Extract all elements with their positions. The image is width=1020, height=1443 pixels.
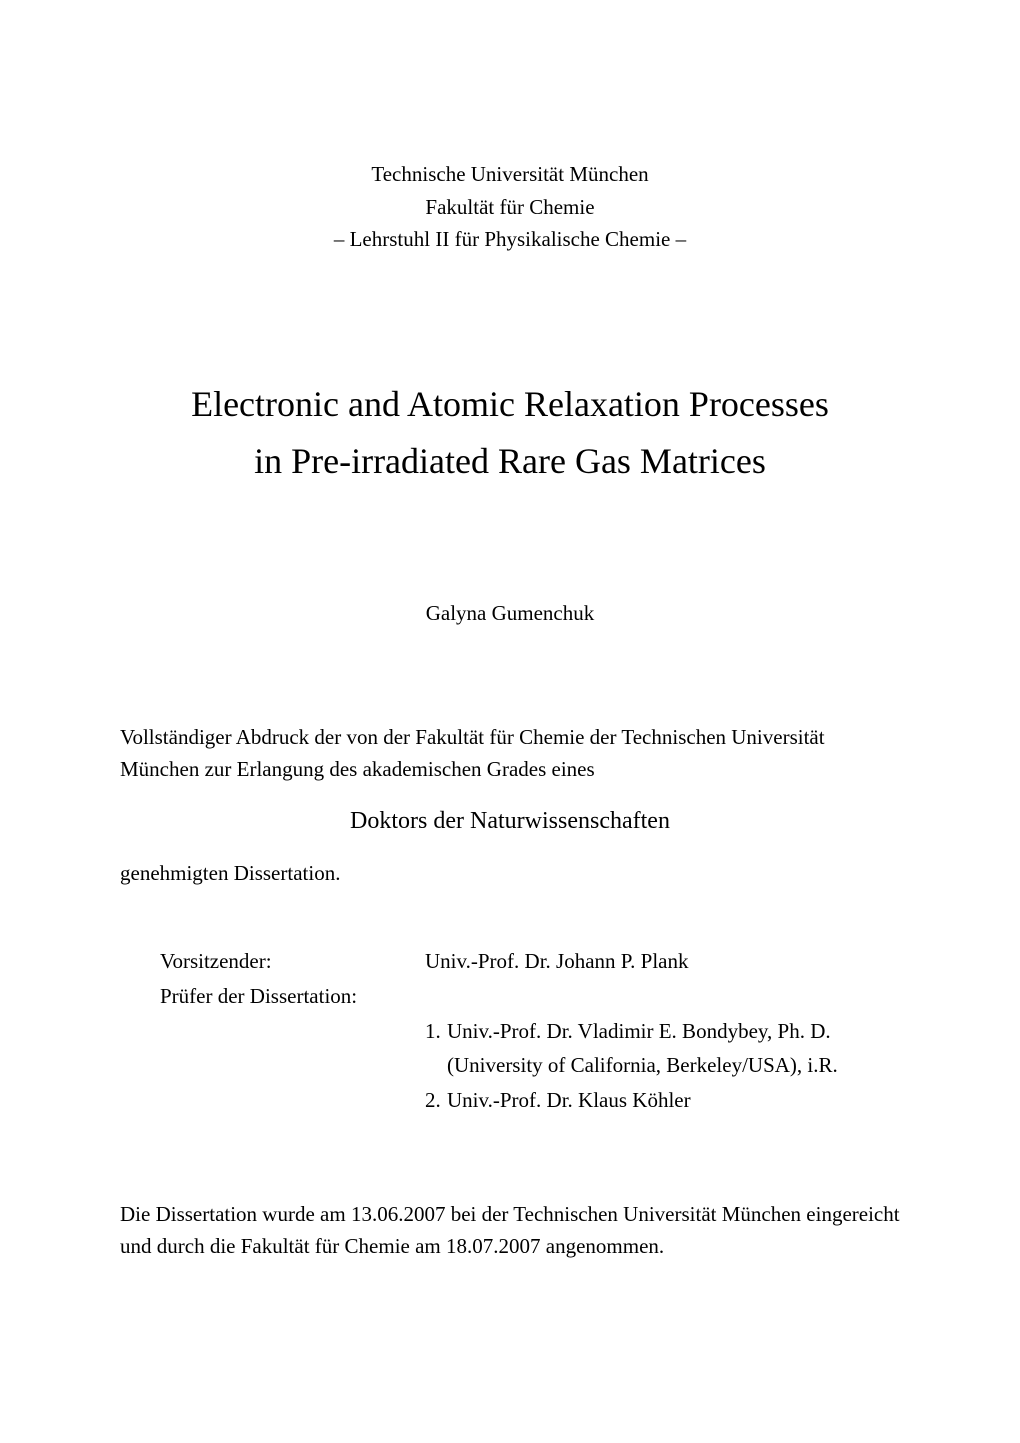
committee-item-number: 1. <box>425 1014 447 1049</box>
dissertation-title: Electronic and Atomic Relaxation Process… <box>120 376 900 491</box>
committee-list-item: 2. Univ.-Prof. Dr. Klaus Köhler <box>425 1083 900 1118</box>
committee-block: Vorsitzender: Univ.-Prof. Dr. Johann P. … <box>160 944 900 1117</box>
committee-item-name: Univ.-Prof. Dr. Klaus Köhler <box>447 1083 691 1118</box>
spacer <box>120 626 900 721</box>
committee-examiner-2: 2. Univ.-Prof. Dr. Klaus Köhler <box>425 1083 900 1118</box>
institution-line-faculty: Fakultät für Chemie <box>120 191 900 224</box>
committee-blank-label <box>160 1014 425 1083</box>
committee-chair-label: Vorsitzender: <box>160 944 425 979</box>
spacer <box>120 1118 900 1198</box>
committee-item-affiliation: (University of California, Berkeley/USA)… <box>425 1048 900 1083</box>
committee-examiner-2-row: 2. Univ.-Prof. Dr. Klaus Köhler <box>160 1083 900 1118</box>
committee-examiner-1-row: 1. Univ.-Prof. Dr. Vladimir E. Bondybey,… <box>160 1014 900 1083</box>
institution-line-chair: – Lehrstuhl II für Physikalische Chemie … <box>120 223 900 256</box>
committee-list-item: 1. Univ.-Prof. Dr. Vladimir E. Bondybey,… <box>425 1014 900 1049</box>
institution-line-university: Technische Universität München <box>120 158 900 191</box>
committee-examiner-1: 1. Univ.-Prof. Dr. Vladimir E. Bondybey,… <box>425 1014 900 1083</box>
committee-examiners-row: Prüfer der Dissertation: <box>160 979 900 1014</box>
author-name: Galyna Gumenchuk <box>120 601 900 626</box>
spacer <box>120 491 900 601</box>
committee-chair-name: Univ.-Prof. Dr. Johann P. Plank <box>425 944 900 979</box>
title-line-2: in Pre-irradiated Rare Gas Matrices <box>120 433 900 491</box>
title-line-1: Electronic and Atomic Relaxation Process… <box>120 376 900 434</box>
spacer <box>120 256 900 376</box>
committee-blank-label <box>160 1083 425 1118</box>
preamble-paragraph: Vollständiger Abdruck der von der Fakult… <box>120 721 900 786</box>
committee-item-number: 2. <box>425 1083 447 1118</box>
title-page: Technische Universität München Fakultät … <box>0 0 1020 1443</box>
institution-block: Technische Universität München Fakultät … <box>120 158 900 256</box>
footer-submission-text: Die Dissertation wurde am 13.06.2007 bei… <box>120 1198 900 1263</box>
genehmigten-line: genehmigten Dissertation. <box>120 857 900 890</box>
committee-chair-row: Vorsitzender: Univ.-Prof. Dr. Johann P. … <box>160 944 900 979</box>
degree-title: Doktors der Naturwissenschaften <box>120 808 900 835</box>
committee-item-name: Univ.-Prof. Dr. Vladimir E. Bondybey, Ph… <box>447 1014 831 1049</box>
committee-examiners-spacer <box>425 979 900 1014</box>
committee-examiners-label: Prüfer der Dissertation: <box>160 979 425 1014</box>
spacer <box>120 889 900 944</box>
